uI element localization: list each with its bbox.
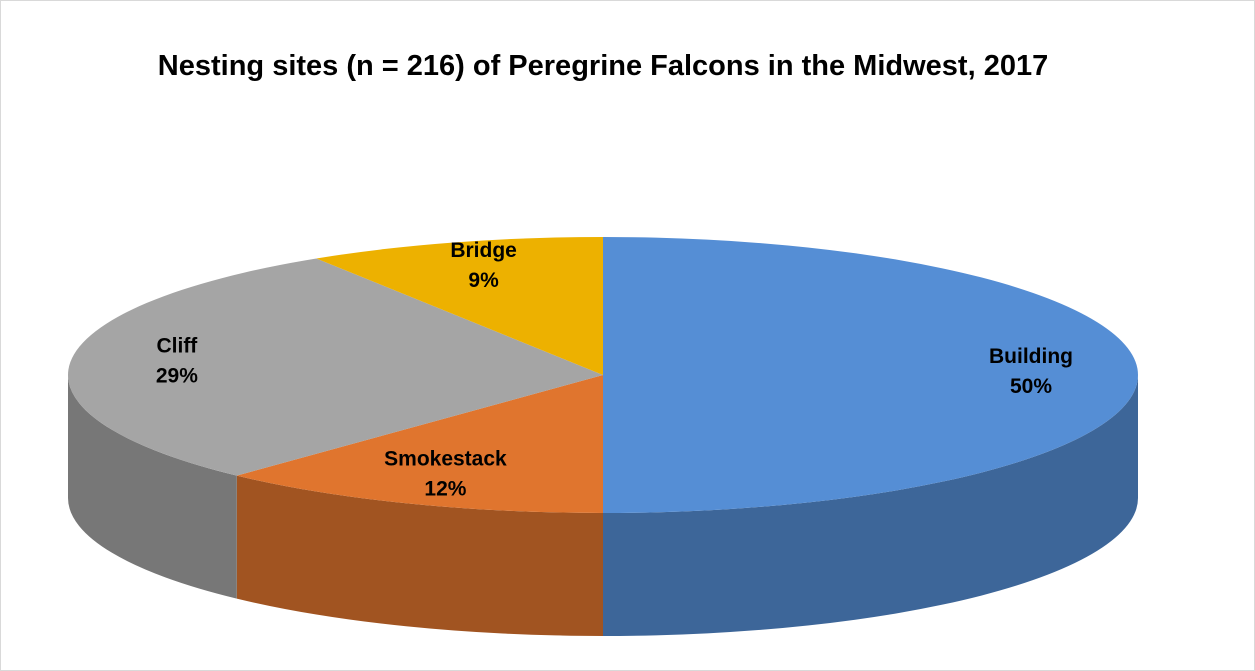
value-label: 9% [468, 269, 499, 292]
category-label: Building [989, 345, 1073, 368]
slice-side [603, 375, 1138, 636]
value-label: 50% [1010, 375, 1052, 398]
value-label: 29% [156, 365, 198, 388]
slice-side [236, 475, 603, 636]
category-label: Cliff [156, 335, 198, 358]
slice [236, 375, 603, 513]
slice [316, 237, 603, 375]
data-label: Cliff 29% [156, 335, 198, 388]
data-label: Building 50% [989, 345, 1073, 398]
data-label: Bridge 9% [450, 239, 517, 292]
slice [603, 237, 1138, 513]
category-label: Smokestack [384, 448, 507, 471]
slice [68, 258, 603, 476]
chart-title: Nesting sites (n = 216) of Peregrine Fal… [157, 50, 1049, 82]
slice-side [68, 375, 237, 599]
category-label: Bridge [450, 239, 517, 262]
value-label: 12% [424, 478, 466, 501]
data-label: Smokestack 12% [384, 448, 507, 501]
